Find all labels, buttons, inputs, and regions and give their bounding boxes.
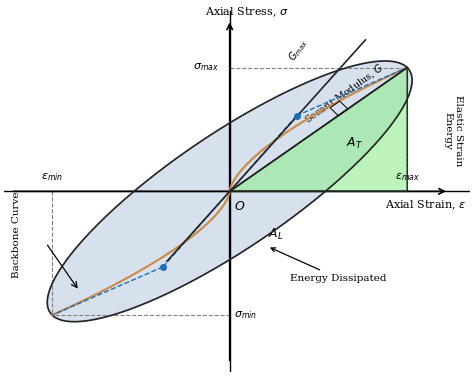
Text: Elastic Strain
Energy: Elastic Strain Energy	[444, 96, 463, 167]
Text: Energy Dissipated: Energy Dissipated	[271, 248, 386, 283]
Text: Backbone Curve: Backbone Curve	[12, 191, 21, 277]
Text: $G_{max}$: $G_{max}$	[286, 36, 311, 64]
Text: $A_T$: $A_T$	[346, 136, 364, 151]
Text: $\sigma_{max}$: $\sigma_{max}$	[193, 62, 219, 73]
Text: $\varepsilon_{min}$: $\varepsilon_{min}$	[41, 171, 63, 183]
Text: Axial Stress, $\sigma$: Axial Stress, $\sigma$	[205, 6, 288, 20]
Text: $\varepsilon_{max}$: $\varepsilon_{max}$	[395, 171, 419, 183]
Polygon shape	[47, 61, 412, 322]
Text: $\sigma_{min}$: $\sigma_{min}$	[234, 309, 257, 321]
Text: $A_L$: $A_L$	[268, 227, 283, 242]
Text: $O$: $O$	[234, 200, 245, 213]
Polygon shape	[230, 68, 407, 191]
Text: Axial Strain, $\varepsilon$: Axial Strain, $\varepsilon$	[384, 198, 465, 212]
Text: Secant Modulus, $G$: Secant Modulus, $G$	[302, 61, 387, 126]
